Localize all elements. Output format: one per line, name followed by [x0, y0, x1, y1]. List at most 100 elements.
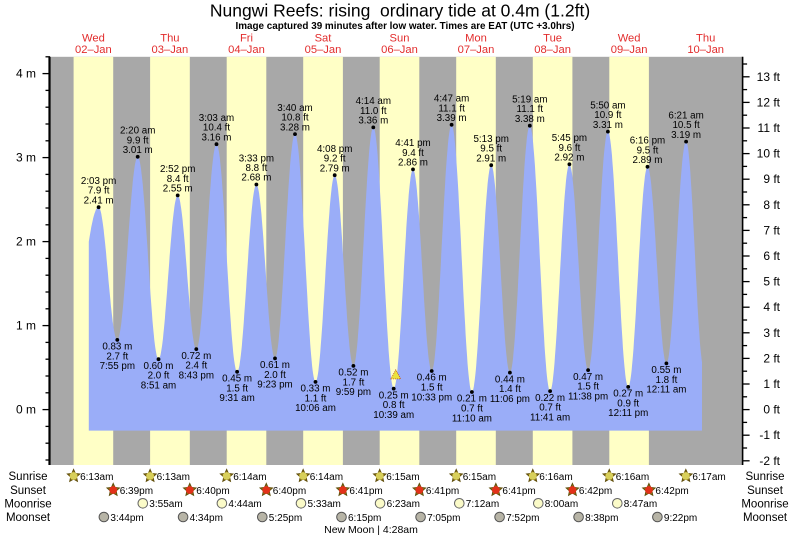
svg-text:0.47 m: 0.47 m: [573, 372, 603, 383]
svg-text:2:20 am: 2:20 am: [120, 126, 155, 137]
svg-text:2.41 m: 2.41 m: [84, 195, 114, 206]
svg-text:1.5 ft: 1.5 ft: [226, 383, 248, 394]
svg-text:4:41 pm: 4:41 pm: [395, 138, 430, 149]
svg-text:6:15pm: 6:15pm: [348, 513, 381, 524]
svg-text:3.28 m: 3.28 m: [280, 122, 310, 133]
svg-text:2.7 ft: 2.7 ft: [106, 351, 128, 362]
svg-text:10.5 ft: 10.5 ft: [672, 120, 700, 131]
svg-text:3.01 m: 3.01 m: [123, 145, 153, 156]
svg-text:0.8 ft: 0.8 ft: [383, 400, 405, 411]
svg-text:Tue: Tue: [543, 33, 562, 45]
svg-text:3:33 pm: 3:33 pm: [239, 153, 274, 164]
svg-text:06–Jan: 06–Jan: [381, 44, 418, 56]
svg-text:10:33 pm: 10:33 pm: [411, 392, 452, 403]
svg-text:1.1 ft: 1.1 ft: [305, 393, 327, 404]
svg-text:6:15am: 6:15am: [386, 472, 419, 483]
svg-text:Nungwi Reefs: rising ordinary: Nungwi Reefs: rising ordinary tide at 0.…: [210, 1, 590, 21]
svg-text:4:14 am: 4:14 am: [356, 96, 391, 107]
svg-text:6:13am: 6:13am: [157, 472, 190, 483]
svg-text:Sun: Sun: [390, 33, 410, 45]
svg-text:3.38 m: 3.38 m: [515, 114, 545, 125]
svg-text:11.1 ft: 11.1 ft: [438, 103, 465, 114]
svg-text:9.4 ft: 9.4 ft: [402, 148, 424, 159]
svg-text:3:44pm: 3:44pm: [110, 513, 143, 524]
svg-text:-2 ft: -2 ft: [759, 454, 780, 468]
svg-text:0.46 m: 0.46 m: [417, 373, 447, 384]
svg-text:1.5 ft: 1.5 ft: [421, 383, 443, 394]
svg-text:0 ft: 0 ft: [763, 403, 780, 417]
svg-text:7:55 pm: 7:55 pm: [100, 361, 135, 372]
svg-text:6:41pm: 6:41pm: [502, 486, 535, 497]
svg-text:7:05pm: 7:05pm: [427, 513, 460, 524]
svg-text:2.91 m: 2.91 m: [476, 153, 506, 164]
svg-text:0.22 m: 0.22 m: [535, 393, 565, 404]
svg-text:5:19 am: 5:19 am: [512, 95, 547, 106]
svg-text:5:45 pm: 5:45 pm: [552, 133, 587, 144]
svg-text:11 ft: 11 ft: [758, 121, 781, 135]
svg-text:2 m: 2 m: [16, 235, 36, 249]
svg-text:0 m: 0 m: [16, 403, 36, 417]
svg-text:8:43 pm: 8:43 pm: [179, 370, 214, 381]
svg-text:1.5 ft: 1.5 ft: [577, 382, 599, 393]
svg-text:Sunset: Sunset: [747, 485, 784, 497]
svg-text:9.5 ft: 9.5 ft: [637, 145, 659, 156]
svg-text:9 ft: 9 ft: [763, 172, 780, 186]
svg-text:10:39 am: 10:39 am: [373, 410, 414, 421]
svg-text:3:55am: 3:55am: [149, 499, 182, 510]
svg-text:8 ft: 8 ft: [763, 198, 780, 212]
svg-text:7:52pm: 7:52pm: [506, 513, 539, 524]
svg-text:6:21 am: 6:21 am: [668, 110, 703, 121]
svg-text:Wed: Wed: [82, 33, 105, 45]
svg-text:2.79 m: 2.79 m: [320, 163, 350, 174]
svg-text:3.16 m: 3.16 m: [202, 132, 232, 143]
svg-text:3.19 m: 3.19 m: [671, 130, 701, 141]
svg-text:13 ft: 13 ft: [757, 70, 781, 84]
svg-text:3:03 am: 3:03 am: [199, 113, 234, 124]
svg-text:5:25pm: 5:25pm: [269, 513, 302, 524]
svg-text:8.8 ft: 8.8 ft: [246, 163, 268, 174]
svg-text:Sunrise: Sunrise: [9, 471, 48, 483]
svg-text:3.39 m: 3.39 m: [437, 113, 467, 124]
svg-text:10:06 am: 10:06 am: [295, 403, 336, 414]
svg-text:Fri: Fri: [240, 33, 253, 45]
svg-text:0.45 m: 0.45 m: [222, 374, 252, 385]
svg-text:10–Jan: 10–Jan: [687, 44, 724, 56]
svg-text:6:14am: 6:14am: [310, 472, 343, 483]
svg-text:6:42pm: 6:42pm: [655, 486, 688, 497]
svg-text:6:16am: 6:16am: [616, 472, 649, 483]
svg-text:8.4 ft: 8.4 ft: [167, 174, 189, 185]
svg-text:9:31 am: 9:31 am: [219, 393, 254, 404]
svg-text:8:38pm: 8:38pm: [585, 513, 618, 524]
svg-text:4:44am: 4:44am: [228, 499, 261, 510]
svg-text:07–Jan: 07–Jan: [458, 44, 495, 56]
svg-text:8:51 am: 8:51 am: [141, 381, 176, 392]
svg-text:0.7 ft: 0.7 ft: [539, 403, 561, 414]
svg-text:1.4 ft: 1.4 ft: [499, 384, 521, 395]
svg-text:1 ft: 1 ft: [763, 377, 780, 391]
svg-text:Wed: Wed: [618, 33, 641, 45]
svg-text:11:38 pm: 11:38 pm: [568, 391, 608, 402]
svg-text:4 m: 4 m: [16, 67, 36, 81]
svg-text:0.7 ft: 0.7 ft: [461, 404, 483, 415]
svg-text:5:13 pm: 5:13 pm: [473, 134, 508, 145]
svg-text:6:40pm: 6:40pm: [273, 486, 306, 497]
svg-text:10.9 ft: 10.9 ft: [594, 110, 622, 121]
svg-text:5:50 am: 5:50 am: [590, 100, 625, 111]
svg-text:0.52 m: 0.52 m: [338, 368, 368, 379]
svg-text:7.9 ft: 7.9 ft: [88, 186, 110, 197]
svg-text:Sunrise: Sunrise: [746, 471, 785, 483]
svg-text:3:40 am: 3:40 am: [277, 103, 312, 114]
svg-text:11:06 pm: 11:06 pm: [490, 394, 530, 405]
svg-text:4:08 pm: 4:08 pm: [317, 144, 352, 155]
svg-text:05–Jan: 05–Jan: [305, 44, 342, 56]
svg-text:12:11 pm: 12:11 pm: [608, 408, 648, 419]
svg-text:0.21 m: 0.21 m: [457, 394, 487, 405]
svg-text:11.0 ft: 11.0 ft: [360, 106, 387, 117]
svg-text:02–Jan: 02–Jan: [75, 44, 112, 56]
svg-text:3.36 m: 3.36 m: [358, 116, 388, 127]
svg-text:6:41pm: 6:41pm: [426, 486, 459, 497]
svg-text:Sunset: Sunset: [10, 485, 47, 497]
svg-text:6:23am: 6:23am: [387, 499, 420, 510]
svg-text:0.33 m: 0.33 m: [301, 384, 331, 395]
svg-text:6:39pm: 6:39pm: [120, 486, 153, 497]
